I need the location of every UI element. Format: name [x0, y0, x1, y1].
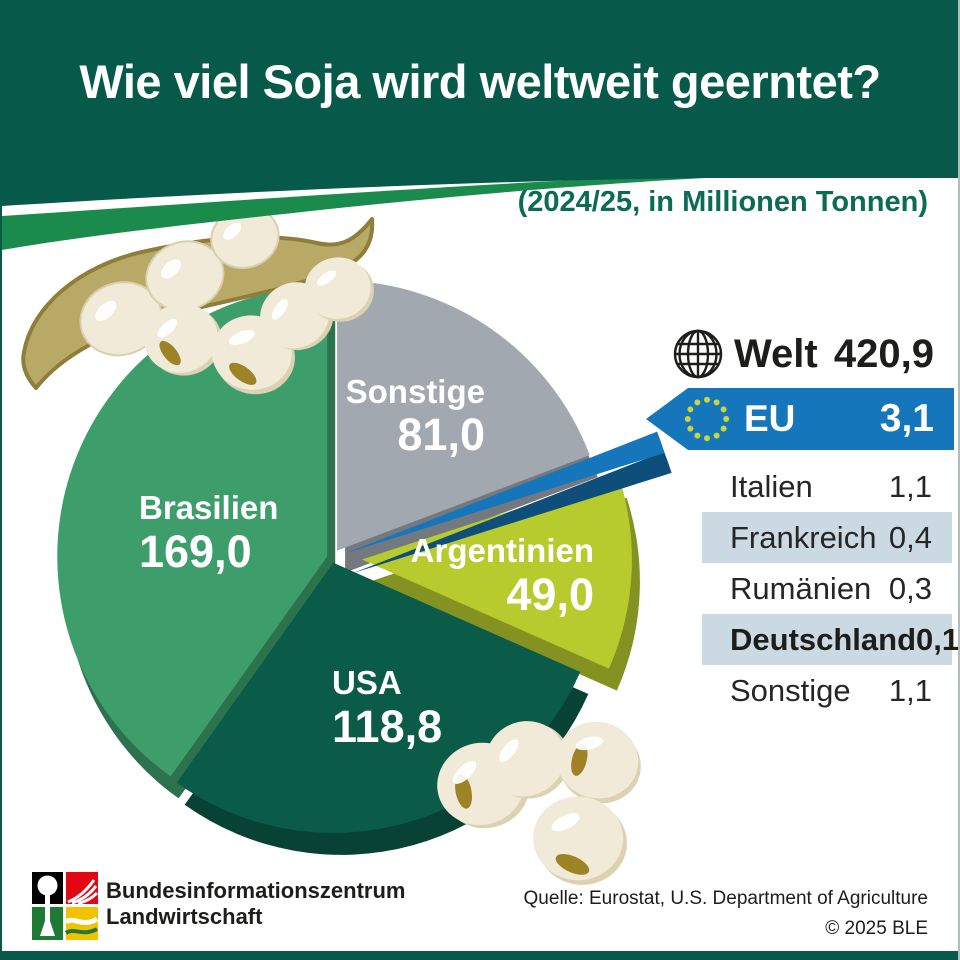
soybean-decor [21, 206, 641, 885]
row-label: Sonstige [730, 672, 851, 708]
org-line2: Landwirtschaft [106, 904, 263, 930]
eu-stars-icon [684, 396, 730, 442]
slice-label-sonstige: 81,0 [397, 409, 485, 460]
eu-value: 3,1 [879, 397, 934, 440]
eu-table-row: Deutschland 0,1 [702, 614, 958, 665]
eu-label: EU [744, 398, 796, 439]
soybean-icon [556, 721, 641, 804]
globe-icon [673, 329, 723, 379]
world-label: Welt [734, 331, 818, 376]
chart-subtitle: (2024/25, in Millionen Tonnen) [517, 186, 928, 218]
eu-table-row: Italien 1,1 [702, 461, 952, 512]
row-value: 0,4 [888, 519, 932, 555]
row-label: Deutschland [730, 621, 917, 657]
slice-label-argentinien: 49,0 [506, 569, 594, 620]
eu-table-row: Sonstige 1,1 [702, 665, 952, 716]
slice-brasilien [57, 286, 328, 777]
world-total-row: Welt 420,9 [672, 326, 934, 382]
slice-label-brasilien: Brasilien [139, 489, 278, 526]
slice-eu-pointer [345, 431, 665, 554]
infographic-title: Wie viel Soja wird weltweit geerntet? [79, 55, 881, 108]
slice-label-argentinien: Argentinien [411, 532, 594, 569]
slice-side-eu [352, 451, 672, 574]
slice-label-sonstige: Sonstige [346, 373, 485, 410]
slice-label-brasilien: 169,0 [139, 526, 252, 577]
bzl-logo [32, 872, 98, 940]
org-line1: Bundesinformationszentrum [106, 878, 406, 903]
world-value: 420,9 [833, 331, 934, 376]
swoosh-band [2, 171, 852, 250]
soybean-icon [144, 303, 222, 376]
copyright-line: © 2025 BLE [825, 918, 928, 940]
soybean-icon [304, 257, 374, 322]
row-value: 0,3 [888, 570, 932, 606]
row-value: 1,1 [888, 468, 932, 504]
header-band [2, 0, 958, 206]
eu-breakdown-table: Italien 1,1 Frankreich 0,4 Rumänien 0,3 … [702, 461, 958, 716]
soybean-icon [485, 721, 570, 799]
eu-table-row: Rumänien 0,3 [702, 563, 952, 614]
source-note: Quelle: Eurostat, U.S. Department of Agr… [524, 884, 928, 945]
header-wave [2, 0, 958, 250]
slice-sonstige [337, 280, 590, 551]
row-label: Rumänien [730, 570, 872, 606]
row-label: Frankreich [730, 519, 877, 555]
row-label: Italien [730, 468, 813, 504]
slice-argentinien [362, 475, 632, 669]
source-line: Quelle: Eurostat, U.S. Department of Agr… [523, 888, 928, 909]
org-name: Bundesinformationszentrum Landwirtschaft [106, 878, 405, 931]
eu-total-banner: EU 3,1 [646, 388, 954, 450]
row-value: 1,1 [888, 672, 932, 708]
slice-label-usa: 118,8 [332, 701, 442, 752]
bottom-border-bar [2, 951, 958, 960]
eu-table-row: Frankreich 0,4 [702, 512, 952, 563]
slice-label-usa: USA [332, 664, 402, 701]
soybean-pod-illustration [21, 206, 375, 390]
soybean-icon [533, 796, 627, 885]
row-value: 0,1 [916, 621, 960, 657]
